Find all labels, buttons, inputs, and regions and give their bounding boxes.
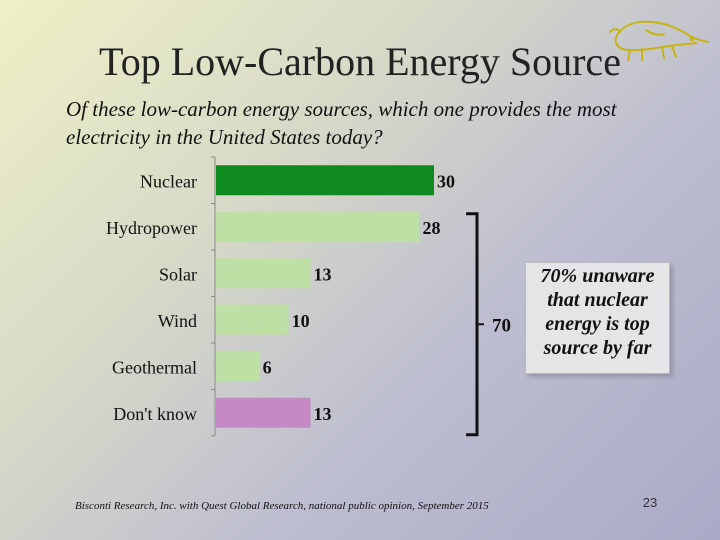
bar-geothermal — [216, 351, 260, 382]
bar-don-t-know — [216, 397, 311, 428]
value-label: 13 — [313, 264, 331, 284]
bar-wind — [216, 304, 289, 335]
page-number: 23 — [642, 495, 658, 510]
bar-nuclear — [216, 165, 434, 196]
bar-hydropower — [216, 211, 420, 242]
value-label: 28 — [422, 218, 440, 238]
value-label: 30 — [437, 171, 455, 191]
category-label: Hydropower — [106, 218, 197, 238]
callout-box: 70% unaware that nuclear energy is top s… — [525, 262, 670, 374]
category-label: Solar — [159, 264, 197, 284]
category-label: Wind — [158, 311, 197, 331]
value-label: 10 — [292, 311, 310, 331]
bar-solar — [216, 258, 311, 289]
value-label: 13 — [313, 404, 331, 424]
slide-title: Top Low-Carbon Energy Source — [99, 39, 621, 84]
slide-subtitle: Of these low-carbon energy sources, whic… — [66, 97, 617, 149]
category-label: Don't know — [113, 404, 197, 424]
bracket-total-label: 70 — [492, 315, 511, 336]
value-label: 6 — [263, 357, 272, 377]
anteater-logo-icon — [609, 20, 709, 61]
source-footer: Bisconti Research, Inc. with Quest Globa… — [75, 500, 489, 512]
category-label: Geothermal — [112, 357, 197, 377]
category-label: Nuclear — [140, 171, 197, 191]
bracket-line — [466, 212, 479, 437]
